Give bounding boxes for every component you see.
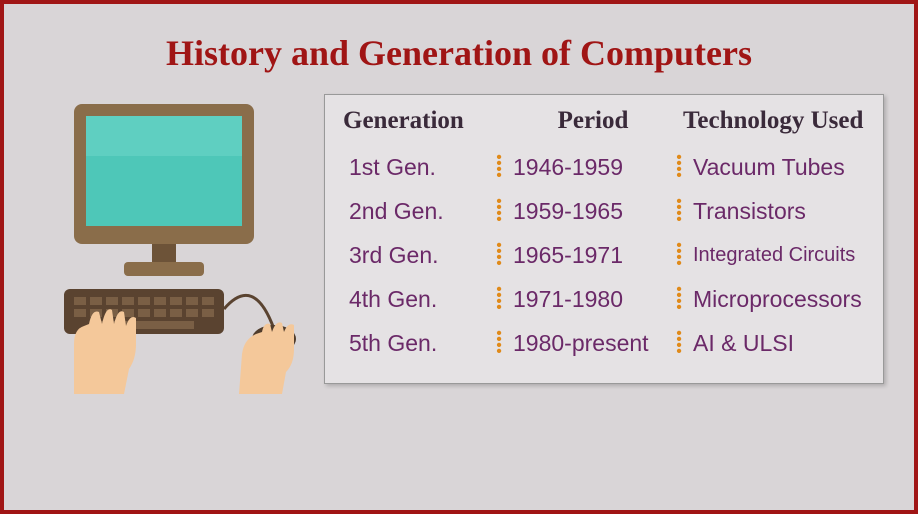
cell-period: 1965-1971 (505, 242, 673, 269)
table-row: 3rd Gen. •••• 1965-1971 •••• Integrated … (343, 233, 865, 277)
cell-period: 1959-1965 (505, 198, 673, 225)
header-technology: Technology Used (683, 107, 865, 135)
cell-generation: 2nd Gen. (343, 198, 493, 225)
table-row: 1st Gen. •••• 1946-1959 •••• Vacuum Tube… (343, 145, 865, 189)
table-header-row: Generation Period Technology Used (343, 107, 865, 135)
computer-illustration (24, 94, 304, 394)
right-hand-icon (239, 322, 294, 394)
separator-dots-icon: •••• (493, 199, 505, 223)
header-generation: Generation (343, 107, 503, 135)
page-title: History and Generation of Computers (4, 4, 914, 74)
table-row: 4th Gen. •••• 1971-1980 •••• Microproces… (343, 277, 865, 321)
separator-dots-icon: •••• (493, 331, 505, 355)
cell-technology: AI & ULSI (685, 330, 865, 357)
separator-dots-icon: •••• (673, 243, 685, 267)
table-row: 2nd Gen. •••• 1959-1965 •••• Transistors (343, 189, 865, 233)
cell-period: 1971-1980 (505, 286, 673, 313)
cell-generation: 5th Gen. (343, 330, 493, 357)
separator-dots-icon: •••• (673, 287, 685, 311)
separator-dots-icon: •••• (673, 199, 685, 223)
separator-dots-icon: •••• (493, 155, 505, 179)
monitor-base-icon (124, 262, 204, 276)
cell-period: 1980-present (505, 330, 673, 357)
cell-technology: Integrated Circuits (685, 244, 865, 267)
cell-technology: Vacuum Tubes (685, 154, 865, 181)
separator-dots-icon: •••• (673, 155, 685, 179)
mouse-cable-icon (224, 295, 274, 329)
separator-dots-icon: •••• (493, 287, 505, 311)
separator-dots-icon: •••• (673, 331, 685, 355)
cell-generation: 4th Gen. (343, 286, 493, 313)
content-area: Generation Period Technology Used 1st Ge… (4, 74, 914, 394)
table-row: 5th Gen. •••• 1980-present •••• AI & ULS… (343, 321, 865, 365)
cell-period: 1946-1959 (505, 154, 673, 181)
cell-generation: 1st Gen. (343, 154, 493, 181)
monitor-neck-icon (152, 244, 176, 262)
cell-technology: Microprocessors (685, 286, 865, 313)
generations-table: Generation Period Technology Used 1st Ge… (324, 94, 884, 384)
cell-technology: Transistors (685, 198, 865, 225)
header-period: Period (503, 107, 683, 135)
cell-generation: 3rd Gen. (343, 242, 493, 269)
separator-dots-icon: •••• (493, 243, 505, 267)
